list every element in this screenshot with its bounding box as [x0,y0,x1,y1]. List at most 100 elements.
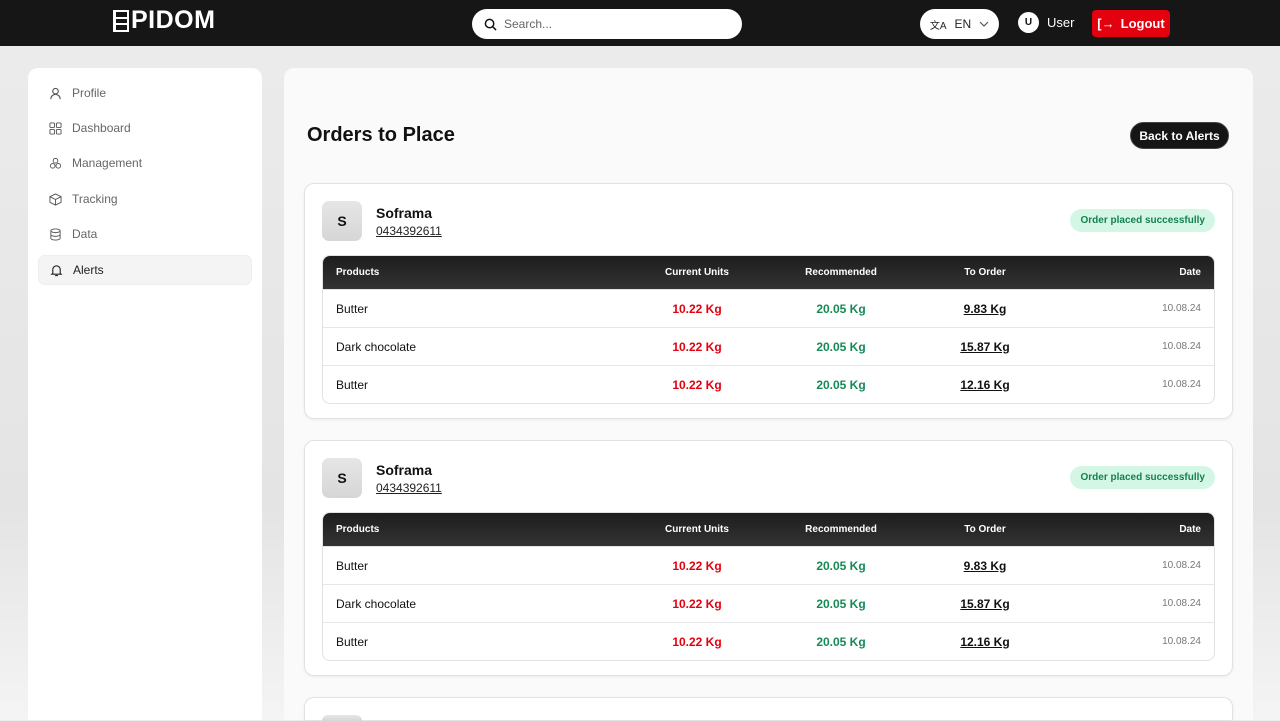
main-panel: Orders to Place Back to Alerts S Soframa… [284,68,1253,721]
table-row: Butter 10.22 Kg 20.05 Kg 12.16 Kg 10.08.24 [323,622,1214,660]
avatar: U [1018,12,1039,33]
order-date: 10.08.24 [1162,560,1201,571]
sidebar-item-label: Data [72,227,98,241]
current-units: 10.22 Kg [672,558,722,573]
supplier-avatar [322,715,362,721]
table-row: Butter 10.22 Kg 20.05 Kg 12.16 Kg 10.08.24 [323,365,1214,403]
management-icon [49,157,62,169]
sidebar-item-tracking[interactable]: Tracking [38,184,252,214]
product-name: Butter [336,377,369,392]
search-input[interactable] [504,17,724,31]
database-icon [50,227,61,241]
table-row: Butter 10.22 Kg 20.05 Kg 9.83 Kg 10.08.24 [323,289,1214,327]
column-header: Recommended [805,524,877,535]
column-header: Date [1179,524,1201,535]
supplier-avatar: S [322,201,362,241]
to-order-amount[interactable]: 15.87 Kg [960,339,1010,354]
order-date: 10.08.24 [1162,598,1201,609]
table-row: Dark chocolate 10.22 Kg 20.05 Kg 15.87 Kg 10… [323,327,1214,365]
supplier-name: Soframa [376,462,433,478]
table-header: Products Current Units Recommended To Order… [323,256,1214,289]
bell-icon [50,264,63,276]
sidebar-item-label: Alerts [73,263,104,277]
logo[interactable]: PIDOM [113,6,215,35]
logout-icon: [→ [1097,16,1115,31]
column-header: Products [336,524,380,535]
current-units: 10.22 Kg [672,301,722,316]
order-date: 10.08.24 [1162,341,1201,352]
recommended-units: 20.05 Kg [816,634,866,649]
recommended-units: 20.05 Kg [816,301,866,316]
user-icon [50,87,61,99]
column-header: Current Units [665,267,729,278]
sidebar: Profile Dashboard Management Tracking Da… [28,68,262,720]
order-date: 10.08.24 [1162,379,1201,390]
order-date: 10.08.24 [1162,303,1201,314]
recommended-units: 20.05 Kg [816,339,866,354]
chevron-down-icon [979,21,989,27]
supplier-phone-link[interactable]: 0434392611 [376,224,442,238]
sidebar-item-label: Tracking [72,192,118,206]
package-icon [49,192,62,206]
table-header: Products Current Units Recommended To Order… [323,513,1214,546]
status-badge: Order placed successfully [1070,209,1215,232]
sidebar-item-label: Profile [72,86,107,100]
language-value: EN [954,17,972,31]
page-title: Orders to Place [307,124,455,146]
to-order-amount[interactable]: 12.16 Kg [960,377,1010,392]
to-order-amount[interactable]: 9.83 Kg [963,558,1007,573]
recommended-units: 20.05 Kg [816,377,866,392]
sidebar-item-alerts[interactable]: Alerts [38,255,252,285]
sidebar-item-data[interactable]: Data [38,219,252,249]
to-order-amount[interactable]: 9.83 Kg [963,301,1007,316]
product-name: Butter [336,558,369,573]
orders-table: Products Current Units Recommended To Order… [322,512,1215,661]
user-name: User [1047,15,1075,30]
sidebar-item-management[interactable]: Management [38,148,252,178]
column-header: Current Units [665,524,729,535]
logout-label: Logout [1120,16,1165,31]
dashboard-icon [49,121,62,135]
to-order-amount[interactable]: 15.87 Kg [960,596,1010,611]
sidebar-item-profile[interactable]: Profile [38,78,252,108]
sidebar-item-dashboard[interactable]: Dashboard [38,113,252,143]
top-bar: PIDOM 文A EN U User [→ Logout [0,0,1280,46]
recommended-units: 20.05 Kg [816,596,866,611]
supplier-phone-link[interactable]: 0434392611 [376,481,442,495]
column-header: Products [336,267,380,278]
order-date: 10.08.24 [1162,636,1201,647]
sidebar-item-label: Dashboard [72,121,131,135]
table-row: Butter 10.22 Kg 20.05 Kg 9.83 Kg 10.08.24 [323,546,1214,584]
search-icon [484,18,497,31]
current-units: 10.22 Kg [672,634,722,649]
order-card-partial [304,697,1233,721]
logo-text: PIDOM [131,6,216,34]
back-to-alerts-button[interactable]: Back to Alerts [1130,122,1229,149]
orders-table: Products Current Units Recommended To Order… [322,255,1215,404]
column-header: Date [1179,267,1201,278]
order-card: S Soframa 0434392611 Order placed succes… [304,440,1233,676]
supplier-avatar: S [322,458,362,498]
column-header: Recommended [805,267,877,278]
language-selector[interactable]: 文A EN [920,9,999,39]
logo-mark-icon [113,9,129,32]
search-box[interactable] [472,9,742,39]
product-name: Dark chocolate [336,339,417,354]
current-units: 10.22 Kg [672,596,722,611]
product-name: Dark chocolate [336,596,417,611]
product-name: Butter [336,634,369,649]
current-units: 10.22 Kg [672,377,722,392]
current-units: 10.22 Kg [672,339,722,354]
status-badge: Order placed successfully [1070,466,1215,489]
supplier-name: Soframa [376,205,433,221]
user-menu[interactable]: U User [1018,12,1074,33]
logout-button[interactable]: [→ Logout [1092,10,1170,37]
recommended-units: 20.05 Kg [816,558,866,573]
sidebar-item-label: Management [72,156,143,170]
order-card: S Soframa 0434392611 Order placed succes… [304,183,1233,419]
column-header: To Order [964,267,1006,278]
product-name: Butter [336,301,369,316]
column-header: To Order [964,524,1006,535]
translate-icon: 文A [929,20,947,32]
to-order-amount[interactable]: 12.16 Kg [960,634,1010,649]
